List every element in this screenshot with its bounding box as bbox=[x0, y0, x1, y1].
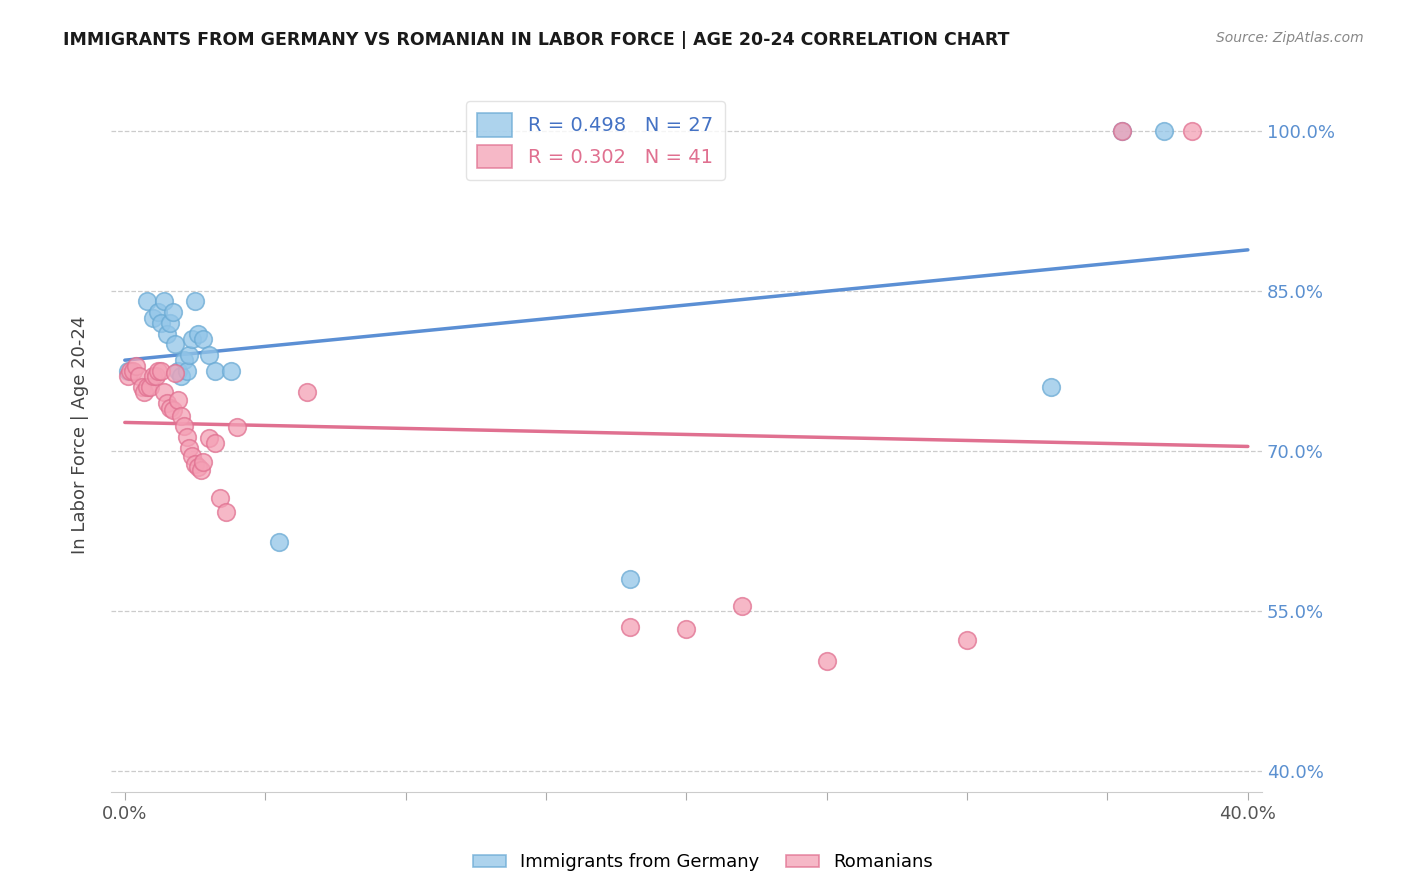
Point bbox=[1111, 124, 1133, 138]
Point bbox=[1040, 380, 1063, 394]
Point bbox=[156, 326, 179, 341]
Point bbox=[142, 369, 165, 384]
Point bbox=[170, 409, 193, 423]
Point bbox=[215, 505, 238, 519]
Point bbox=[204, 364, 226, 378]
Point bbox=[159, 401, 181, 416]
Point bbox=[159, 316, 181, 330]
Point bbox=[209, 491, 232, 505]
Point bbox=[134, 385, 156, 400]
Point bbox=[184, 457, 207, 471]
Point bbox=[184, 294, 207, 309]
Point bbox=[125, 359, 148, 373]
Point bbox=[117, 364, 139, 378]
Point bbox=[165, 337, 187, 351]
Point bbox=[193, 332, 215, 346]
Point bbox=[153, 385, 176, 400]
Point bbox=[145, 369, 167, 384]
Point bbox=[1111, 124, 1133, 138]
Point bbox=[170, 369, 193, 384]
Point bbox=[120, 364, 142, 378]
Legend: Immigrants from Germany, Romanians: Immigrants from Germany, Romanians bbox=[465, 847, 941, 879]
Point bbox=[156, 396, 179, 410]
Point bbox=[179, 441, 201, 455]
Point bbox=[173, 353, 195, 368]
Point bbox=[1153, 124, 1175, 138]
Point bbox=[204, 436, 226, 450]
Point bbox=[162, 305, 184, 319]
Point bbox=[117, 369, 139, 384]
Point bbox=[179, 348, 201, 362]
Point bbox=[167, 364, 190, 378]
Point bbox=[136, 380, 159, 394]
Point bbox=[297, 385, 319, 400]
Point bbox=[150, 316, 173, 330]
Text: IMMIGRANTS FROM GERMANY VS ROMANIAN IN LABOR FORCE | AGE 20-24 CORRELATION CHART: IMMIGRANTS FROM GERMANY VS ROMANIAN IN L… bbox=[63, 31, 1010, 49]
Point bbox=[128, 369, 150, 384]
Point bbox=[187, 326, 209, 341]
Y-axis label: In Labor Force | Age 20-24: In Labor Force | Age 20-24 bbox=[72, 316, 89, 554]
Point bbox=[190, 463, 212, 477]
Point bbox=[136, 294, 159, 309]
Point bbox=[165, 366, 187, 380]
Point bbox=[148, 364, 170, 378]
Point bbox=[176, 430, 198, 444]
Point bbox=[173, 419, 195, 434]
Point bbox=[162, 403, 184, 417]
Point bbox=[198, 431, 221, 445]
Point bbox=[142, 310, 165, 325]
Point bbox=[187, 459, 209, 474]
Point bbox=[198, 348, 221, 362]
Point bbox=[956, 632, 979, 647]
Point bbox=[167, 392, 190, 407]
Point bbox=[131, 380, 153, 394]
Point bbox=[181, 449, 204, 463]
Point bbox=[269, 534, 291, 549]
Point bbox=[1181, 124, 1204, 138]
Point bbox=[221, 364, 243, 378]
Text: Source: ZipAtlas.com: Source: ZipAtlas.com bbox=[1216, 31, 1364, 45]
Point bbox=[139, 380, 162, 394]
Point bbox=[193, 454, 215, 468]
Point bbox=[153, 294, 176, 309]
Point bbox=[176, 364, 198, 378]
Point bbox=[226, 420, 249, 434]
Point bbox=[148, 305, 170, 319]
Point bbox=[181, 332, 204, 346]
Point bbox=[619, 572, 641, 586]
Point bbox=[150, 364, 173, 378]
Point bbox=[675, 622, 697, 636]
Point bbox=[122, 364, 145, 378]
Point bbox=[619, 620, 641, 634]
Legend: R = 0.498   N = 27, R = 0.302   N = 41: R = 0.498 N = 27, R = 0.302 N = 41 bbox=[465, 102, 725, 180]
Point bbox=[815, 654, 838, 668]
Point bbox=[731, 599, 754, 613]
